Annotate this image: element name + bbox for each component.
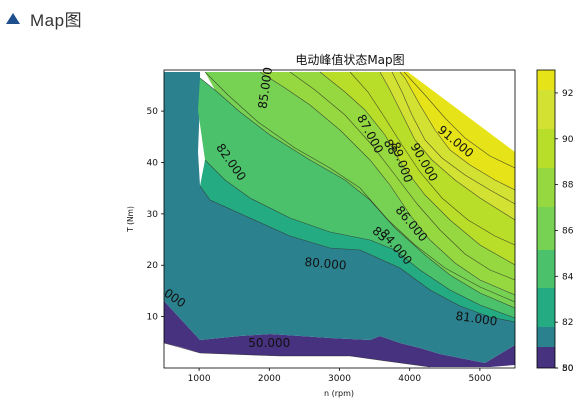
plot-area [163, 71, 516, 368]
contour-line-84 [259, 71, 516, 296]
contour-line-80 [199, 185, 516, 323]
section-header: Map图 [6, 6, 82, 30]
contour-line-86 [319, 71, 516, 266]
chart-title: 电动峰值状态Map图 [295, 52, 404, 67]
y-axis-label: T (Nm) [126, 206, 135, 233]
colorbar-segment-50-80 [537, 347, 555, 368]
contour-line-82 [199, 77, 516, 309]
colorbar-tick-label: 84 [562, 272, 574, 282]
contour-fill-86 [260, 72, 515, 295]
contour-line-89 [391, 71, 516, 205]
y-tick-label: 40 [147, 158, 159, 168]
colorbar-segment-84-86 [537, 207, 555, 250]
x-tick-label: 4000 [398, 374, 421, 384]
contour-fill-82 [198, 78, 515, 318]
colorbar-segment-80-81 [537, 327, 555, 347]
colorbar-tick-label: 82 [562, 318, 573, 328]
x-axis-ticks: 1000 2000 3000 4000 5000 [188, 368, 492, 384]
x-axis-label: n (rpm) [324, 389, 354, 398]
contour-label: 80.000 [304, 255, 347, 273]
contour-label: 88 [381, 137, 401, 157]
contour-line-91 [403, 71, 516, 169]
triangle-icon [6, 12, 20, 24]
colorbar-segment-86-88 [537, 168, 555, 207]
x-tick-label: 3000 [328, 374, 351, 384]
colorbar-segment-90-92 [537, 90, 555, 129]
x-tick-label: 2000 [258, 374, 281, 384]
colorbar-tick-label: 80 [562, 364, 574, 374]
contour-line-50 [163, 342, 431, 368]
x-tick-label: 1000 [188, 374, 211, 384]
colorbar-segment-81-82 [537, 288, 555, 327]
colorbar-tick-label: 88 [562, 181, 574, 191]
colorbar-segment-88-90 [537, 129, 555, 168]
contour-fill-80 [164, 72, 515, 363]
contour-line-85 [289, 71, 516, 281]
y-axis-ticks: 10 20 30 40 50 [147, 107, 164, 323]
contour-fill-50 [164, 301, 515, 367]
contour-label: 50.000 [248, 336, 290, 350]
y-tick-label: 10 [147, 313, 159, 323]
contour-lines [163, 71, 516, 368]
contour-fill-90 [380, 72, 515, 220]
colorbar-segment-92-93 [537, 70, 555, 90]
colorbar-segment-82-84 [537, 250, 555, 288]
contour-label: 81.000 [455, 309, 499, 329]
colorbar-frame [536, 69, 556, 369]
section-title: Map图 [30, 10, 83, 30]
colorbar-tick-label: 86 [562, 226, 574, 236]
contour-line-81 [204, 159, 516, 319]
y-tick-label: 30 [147, 210, 159, 220]
contour-line-90 [399, 71, 516, 191]
contour-line-88 [379, 71, 516, 221]
contour-line-87 [349, 71, 516, 246]
contour-fill-81 [200, 160, 515, 322]
colorbar-tick-label: 92 [562, 89, 573, 99]
colorbar-tick-label: 50 [562, 364, 574, 374]
contour-fill-92 [400, 72, 515, 190]
contour-label: 85.000 [255, 66, 275, 110]
contour-fill-84 [205, 72, 515, 308]
x-tick-label: 5000 [468, 374, 491, 384]
colorbar-tick-label: 90 [562, 135, 574, 145]
contour-line-83 [204, 71, 516, 303]
y-tick-label: 20 [147, 261, 159, 271]
y-tick-label: 50 [147, 107, 159, 117]
